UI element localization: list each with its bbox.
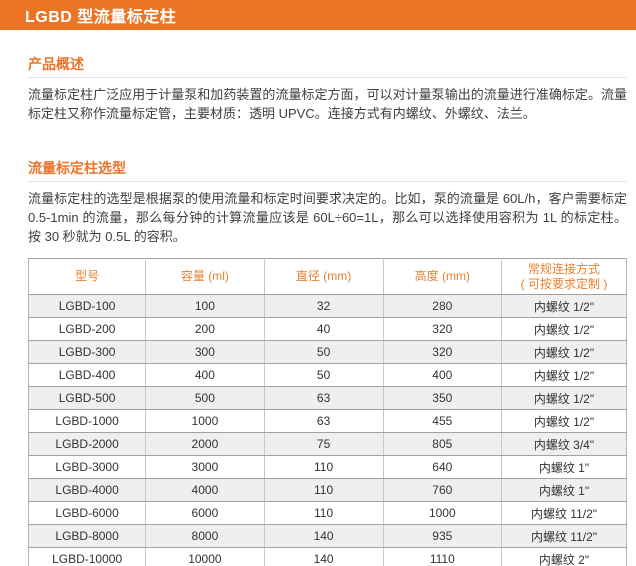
cell-height: 640 <box>382 455 502 479</box>
col-header-diameter: 直径 (mm) <box>263 258 384 295</box>
cell-diameter: 110 <box>263 478 384 502</box>
table-row: LGBD-10000 10000 140 1110 内螺纹 2" <box>27 547 628 566</box>
cell-connection: 内螺纹 3/4" <box>500 432 628 456</box>
cell-capacity: 4000 <box>145 478 265 502</box>
cell-model: LGBD-10000 <box>27 547 147 566</box>
cell-connection: 内螺纹 1/2" <box>500 340 628 364</box>
overview-paragraph: 流量标定柱广泛应用于计量泵和加药装置的流量标定方面，可以对计量泵输出的流量进行准… <box>28 87 627 121</box>
cell-connection: 内螺纹 1" <box>500 478 628 502</box>
cell-diameter: 110 <box>263 501 384 525</box>
cell-diameter: 50 <box>263 340 384 364</box>
cell-capacity: 6000 <box>145 501 265 525</box>
table-row: LGBD-1000 1000 63 455 内螺纹 1/2" <box>27 409 628 433</box>
cell-height: 805 <box>382 432 502 456</box>
cell-height: 400 <box>382 363 502 387</box>
cell-height: 280 <box>382 294 502 318</box>
cell-connection: 内螺纹 1/2" <box>500 386 628 410</box>
cell-capacity: 200 <box>145 317 265 341</box>
cell-diameter: 75 <box>263 432 384 456</box>
cell-capacity: 300 <box>145 340 265 364</box>
cell-capacity: 400 <box>145 363 265 387</box>
cell-model: LGBD-100 <box>27 294 147 318</box>
table-row: LGBD-3000 3000 110 640 内螺纹 1" <box>27 455 628 479</box>
cell-connection: 内螺纹 1/2" <box>500 294 628 318</box>
cell-connection: 内螺纹 1/2" <box>500 317 628 341</box>
cell-diameter: 63 <box>263 409 384 433</box>
cell-height: 455 <box>382 409 502 433</box>
cell-height: 320 <box>382 340 502 364</box>
table-header-row: 型号 容量 (ml) 直径 (mm) 高度 (mm) 常规连接方式 ( 可按要求… <box>27 258 628 295</box>
cell-model: LGBD-3000 <box>27 455 147 479</box>
col-header-model: 型号 <box>27 258 147 295</box>
table-row: LGBD-100 100 32 280 内螺纹 1/2" <box>27 294 628 318</box>
cell-height: 320 <box>382 317 502 341</box>
spec-table-body: LGBD-100 100 32 280 内螺纹 1/2" LGBD-200 200 40 320… <box>27 294 628 566</box>
col-header-connection-line1: 常规连接方式 <box>527 261 600 276</box>
cell-capacity: 1000 <box>145 409 265 433</box>
page-content: 产品概述 流量标定柱广泛应用于计量泵和加药装置的流量标定方面，可以对计量泵输出的… <box>0 54 636 566</box>
cell-model: LGBD-300 <box>27 340 147 364</box>
section-heading-overview: 产品概述 <box>28 54 627 78</box>
cell-capacity: 100 <box>145 294 265 318</box>
cell-height: 350 <box>382 386 502 410</box>
cell-capacity: 3000 <box>145 455 265 479</box>
col-header-connection: 常规连接方式 ( 可按要求定制 ) <box>500 258 628 295</box>
cell-capacity: 500 <box>145 386 265 410</box>
cell-model: LGBD-8000 <box>27 524 147 548</box>
table-row: LGBD-400 400 50 400 内螺纹 1/2" <box>27 363 628 387</box>
cell-model: LGBD-400 <box>27 363 147 387</box>
cell-height: 760 <box>382 478 502 502</box>
col-header-capacity: 容量 (ml) <box>145 258 265 295</box>
cell-connection: 内螺纹 11/2" <box>500 501 628 525</box>
cell-capacity: 8000 <box>145 524 265 548</box>
cell-model: LGBD-1000 <box>27 409 147 433</box>
cell-connection: 内螺纹 11/2" <box>500 524 628 548</box>
table-row: LGBD-200 200 40 320 内螺纹 1/2" <box>27 317 628 341</box>
cell-model: LGBD-200 <box>27 317 147 341</box>
cell-diameter: 63 <box>263 386 384 410</box>
page-header-bar: LGBD 型流量标定柱 <box>0 0 636 30</box>
cell-height: 1110 <box>382 547 502 566</box>
cell-model: LGBD-4000 <box>27 478 147 502</box>
cell-model: LGBD-500 <box>27 386 147 410</box>
table-row: LGBD-8000 8000 140 935 内螺纹 11/2" <box>27 524 628 548</box>
table-row: LGBD-500 500 63 350 内螺纹 1/2" <box>27 386 628 410</box>
cell-diameter: 140 <box>263 547 384 566</box>
table-row: LGBD-4000 4000 110 760 内螺纹 1" <box>27 478 628 502</box>
col-header-height: 高度 (mm) <box>382 258 502 295</box>
cell-diameter: 40 <box>263 317 384 341</box>
page-title: LGBD 型流量标定柱 <box>25 9 177 26</box>
table-row: LGBD-300 300 50 320 内螺纹 1/2" <box>27 340 628 364</box>
cell-diameter: 110 <box>263 455 384 479</box>
cell-model: LGBD-6000 <box>27 501 147 525</box>
cell-height: 935 <box>382 524 502 548</box>
table-row: LGBD-2000 2000 75 805 内螺纹 3/4" <box>27 432 628 456</box>
cell-diameter: 32 <box>263 294 384 318</box>
cell-connection: 内螺纹 1/2" <box>500 409 628 433</box>
cell-connection: 内螺纹 1/2" <box>500 363 628 387</box>
spec-table: 型号 容量 (ml) 直径 (mm) 高度 (mm) 常规连接方式 ( 可按要求… <box>27 258 628 566</box>
cell-connection: 内螺纹 1" <box>500 455 628 479</box>
cell-capacity: 2000 <box>145 432 265 456</box>
cell-connection: 内螺纹 2" <box>500 547 628 566</box>
cell-capacity: 10000 <box>145 547 265 566</box>
table-row: LGBD-6000 6000 110 1000 内螺纹 11/2" <box>27 501 628 525</box>
cell-height: 1000 <box>382 501 502 525</box>
selection-paragraph: 流量标定柱的选型是根据泵的使用流量和标定时间要求决定的。比如，泵的流量是 60L… <box>28 191 627 244</box>
cell-diameter: 50 <box>263 363 384 387</box>
col-header-connection-line2: ( 可按要求定制 ) <box>520 276 608 291</box>
cell-model: LGBD-2000 <box>27 432 147 456</box>
section-heading-selection: 流量标定柱选型 <box>28 158 627 182</box>
cell-diameter: 140 <box>263 524 384 548</box>
